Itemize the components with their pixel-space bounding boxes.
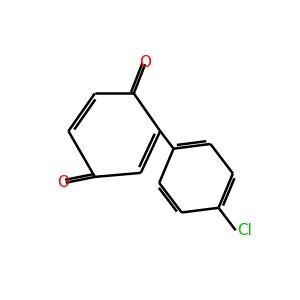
Text: O: O (139, 55, 151, 70)
Text: Cl: Cl (237, 223, 252, 238)
Text: O: O (57, 175, 69, 190)
